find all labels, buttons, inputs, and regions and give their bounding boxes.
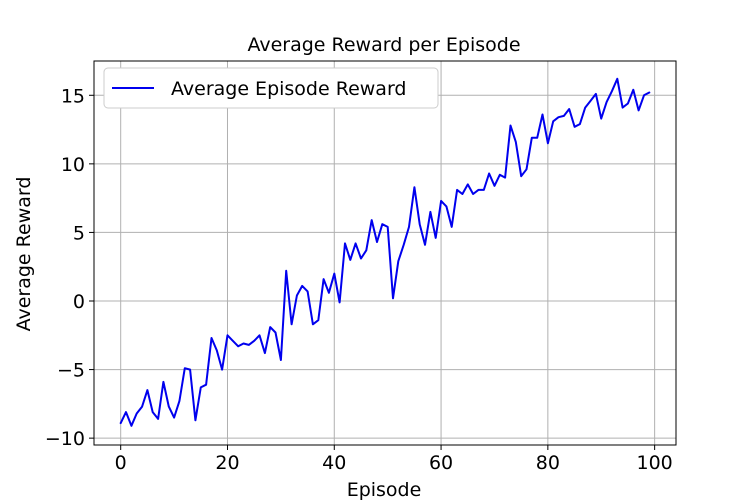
- y-tick-label: 15: [61, 85, 85, 107]
- axis-ticks: 0 20 40 60 80 100 −10 −5 0 5 10 15: [45, 85, 673, 474]
- y-tick-label: −10: [45, 428, 85, 450]
- x-tick-label: 0: [115, 452, 127, 474]
- series-line-average-episode-reward: [119, 77, 651, 427]
- x-tick-label: 80: [536, 452, 560, 474]
- x-axis-label: Episode: [347, 479, 422, 500]
- x-tick-label: 40: [322, 452, 346, 474]
- legend: Average Episode Reward: [103, 67, 439, 109]
- series-group: [119, 77, 651, 427]
- y-tick-label: 5: [73, 222, 85, 244]
- x-tick-label: 100: [637, 452, 673, 474]
- x-tick-label: 20: [215, 452, 239, 474]
- y-tick-label: 10: [61, 154, 85, 176]
- x-tick-label: 60: [429, 452, 453, 474]
- y-axis-label: Average Reward: [13, 177, 35, 332]
- y-tick-label: 0: [73, 291, 85, 313]
- legend-box: [103, 67, 439, 109]
- plot-frame: [93, 60, 677, 446]
- legend-label: Average Episode Reward: [171, 78, 406, 100]
- chart-title: Average Reward per Episode: [247, 34, 520, 56]
- y-tick-label: −5: [57, 360, 85, 382]
